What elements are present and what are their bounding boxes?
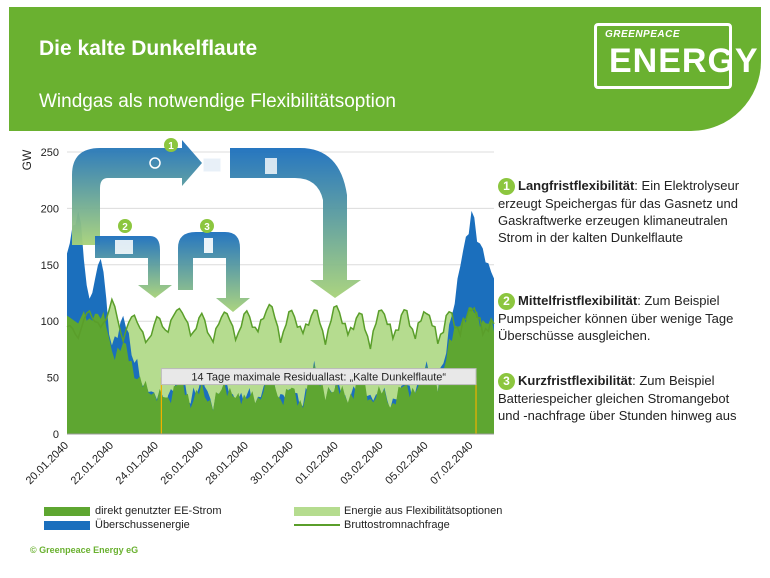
long-term-arrow-left [72, 140, 202, 245]
annotation-mid-term: 2 Mittelfristflexibilität: Zum Beispiel P… [498, 292, 753, 344]
x-tick-label: 03.02.2040 [338, 440, 385, 487]
number-badge-text: 1 [168, 141, 174, 152]
annotation-heading: Langfristflexibilität [518, 178, 635, 193]
number-badge: 1 [498, 178, 515, 195]
legend-demand: Bruttostromnachfrage [344, 519, 450, 531]
annotation-short-term: 3 Kurzfristflexibilität: Zum Beispiel Bat… [498, 372, 753, 424]
legend-swatch-flex [294, 507, 340, 516]
y-tick-label: 150 [41, 260, 59, 272]
electrolyzer-icon [202, 157, 222, 173]
short-term-arrow [178, 232, 250, 312]
x-tick-label: 05.02.2040 [383, 440, 430, 487]
annotation-text: : Zum Beispiel Pumpspeicher können über … [498, 293, 734, 343]
annotation-long-term: 1 Langfristflexibilität: Ein Elektrolyseu… [498, 177, 753, 246]
chart-areas [66, 210, 495, 434]
number-badge-circle [164, 138, 178, 152]
annotation-heading: Mittelfristflexibilität [518, 293, 638, 308]
number-badge: 3 [498, 373, 515, 390]
y-tick-label: 200 [41, 203, 59, 215]
pumped-storage-icon [115, 240, 133, 254]
x-tick-label: 07.02.2040 [428, 440, 475, 487]
number-badge-circle [118, 219, 132, 233]
demand-line [66, 297, 495, 350]
dunkelflaute-label: 14 Tage maximale Residuallast: „Kalte Du… [191, 372, 446, 384]
legend-direct: direkt genutzter EE-Strom [95, 505, 222, 517]
number-badge: 2 [498, 293, 515, 310]
logo-top-text: GREENPEACE [605, 29, 681, 40]
x-tick-label: 01.02.2040 [293, 440, 340, 487]
legend-surplus: Überschussenergie [95, 519, 190, 531]
y-tick-label: 50 [47, 373, 59, 385]
annotation-text: : Zum Beispiel Batteriespeicher gleichen… [498, 373, 737, 423]
number-badge-circle [200, 219, 214, 233]
x-tick-label: 26.01.2040 [159, 440, 206, 487]
long-term-arrow-right [230, 148, 361, 298]
network-icon [149, 157, 161, 169]
x-tick-label: 20.01.2040 [24, 440, 71, 487]
number-badge-text: 2 [122, 222, 128, 233]
dunkelflaute-annotation: 14 Tage maximale Residuallast: „Kalte Du… [160, 368, 477, 434]
legend-swatch-demand [294, 524, 340, 526]
mid-term-arrow [95, 236, 172, 298]
legend-swatch-surplus [44, 521, 90, 530]
header-banner: Die kalte Dunkelflaute Windgas als notwe… [9, 7, 761, 131]
y-tick-label: 0 [53, 429, 59, 441]
greenpeace-energy-logo: GREENPEACE ENERGY [594, 23, 758, 89]
x-tick-label: 28.01.2040 [203, 440, 250, 487]
x-tick-label: 22.01.2040 [69, 440, 116, 487]
copyright: © Greenpeace Energy eG [30, 545, 139, 555]
x-tick-label: 30.01.2040 [248, 440, 295, 487]
x-tick-label: 24.01.2040 [114, 440, 161, 487]
page-subtitle: Windgas als notwendige Flexibilitätsopti… [39, 91, 396, 112]
number-badge-text: 3 [204, 222, 210, 233]
flex-arrows: 1 2 3 [72, 138, 361, 312]
battery-icon [204, 238, 213, 253]
legend-swatch-direct [44, 507, 90, 516]
gas-tank-icon [265, 158, 277, 174]
annotation-text: : Ein Elektrolyseur erzeugt Speichergas … [498, 178, 740, 245]
y-tick-label: 100 [41, 316, 59, 328]
dunkelflaute-box [160, 368, 477, 386]
logo-main-text: ENERGY [609, 42, 759, 80]
y-tick-label: 250 [41, 147, 59, 159]
annotation-heading: Kurzfristflexibilität [518, 373, 633, 388]
legend-flex: Energie aus Flexibilitätsoptionen [344, 505, 503, 517]
direct-ee-area [67, 307, 494, 434]
y-axis-label: GW [20, 149, 34, 170]
page-title: Die kalte Dunkelflaute [39, 37, 258, 60]
